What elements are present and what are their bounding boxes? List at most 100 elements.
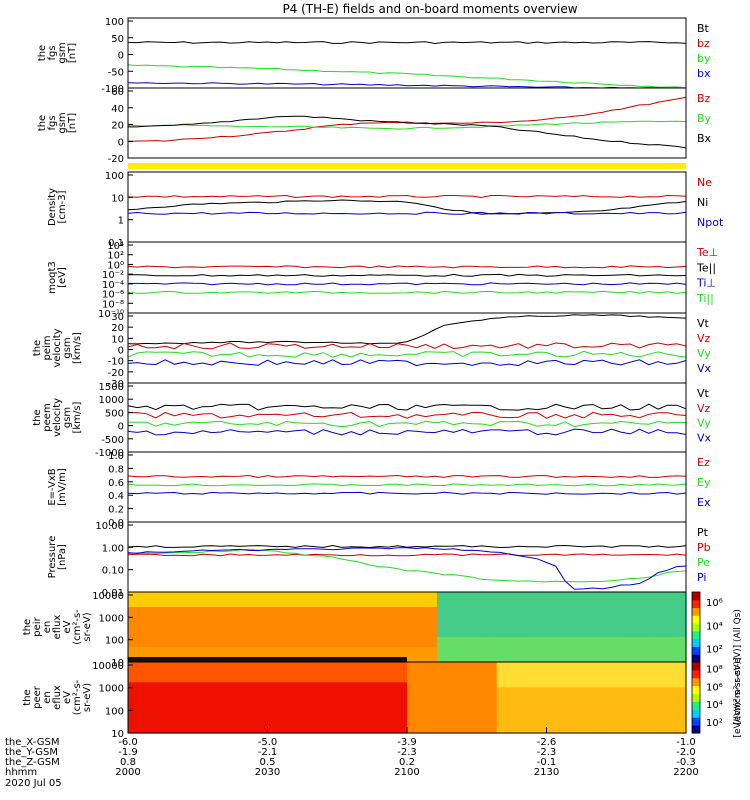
heatmap-cell [317,657,328,663]
heatmap-cell [277,662,289,668]
heatmap-cell [486,672,498,678]
heatmap-cell [287,597,298,603]
heatmap-cell [476,642,488,648]
heatmap-cell [267,712,279,719]
heatmap-cell [147,627,159,633]
heatmap-cell [138,677,149,683]
heatmap-cell [566,632,577,638]
heatmap-cell [357,707,368,714]
heatmap-cell [147,697,159,704]
heatmap-cell [476,667,488,673]
ytick-label: 10⁻² [102,270,124,281]
heatmap-cell [436,662,448,668]
series-line-pt [127,544,687,549]
heatmap-cell [426,727,438,734]
heatmap-cell [207,657,219,663]
heatmap-cell [197,697,209,704]
ytick-label: 100 [105,706,124,717]
colorbar-label: [eV/(cm²-s-sr-eV)] (All Qs) [733,609,743,725]
heatmap-cell [257,642,269,648]
heatmap-cell [267,687,279,694]
heatmap-cell [646,617,657,623]
heatmap-cell [616,702,627,709]
heatmap-cell [128,697,139,704]
heatmap-cell [456,702,468,709]
heatmap-cell [167,727,179,734]
heatmap-cell [157,692,169,699]
heatmap-cell [516,612,528,618]
heatmap-cell [128,722,139,729]
heatmap-cell [666,727,677,734]
heatmap-cell [297,607,308,613]
heatmap-cell [227,617,239,623]
heatmap-cell [486,727,498,734]
legend-bt: Bt [697,22,710,35]
heatmap-cell [177,702,189,709]
heatmap-cell [187,727,199,734]
heatmap-cell [387,722,398,729]
heatmap-cell [207,667,219,673]
heatmap-cell [247,692,259,699]
heatmap-cell [307,727,318,734]
heatmap-cell [446,617,458,623]
heatmap-cell [626,662,637,668]
heatmap-cell [167,687,179,694]
heatmap-cell [516,662,528,668]
heatmap-cell [566,612,577,618]
heatmap-cell [407,627,418,633]
heatmap-cell [367,647,378,653]
heatmap-cell [207,677,219,683]
heatmap-cell [476,612,488,618]
heatmap-cell [666,622,677,628]
series-line-bx [128,115,687,149]
heatmap-cell [616,652,627,658]
heatmap-cell [287,697,298,704]
heatmap-cell [267,722,279,729]
series-line-by [127,64,687,89]
heatmap-cell [247,602,259,608]
heatmap-cell [147,612,159,618]
heatmap-cell [267,617,279,623]
heatmap-cell [596,727,607,734]
heatmap-cell [486,657,498,663]
ytick-label: 30 [111,312,124,323]
heatmap-cell [606,637,617,643]
heatmap-cell [666,722,677,729]
heatmap-cell [506,727,518,734]
heatmap-cell [446,592,458,598]
heatmap-cell [267,632,279,638]
heatmap-cell [456,722,468,729]
heatmap-cell [626,637,637,643]
heatmap-cell [347,687,358,694]
heatmap-cell [596,712,607,719]
heatmap-cell [616,727,627,734]
heatmap-cell [307,692,318,699]
heatmap-cell [666,702,677,709]
heatmap-cell [546,637,558,643]
heatmap-cell [576,632,587,638]
ylabel-line: moqt3 [47,261,58,294]
heatmap-cell [446,632,458,638]
heatmap-cell [197,622,209,628]
heatmap-cell [287,612,298,618]
heatmap-cell [576,682,587,688]
heatmap-cell [556,627,568,633]
heatmap-cell [596,647,607,653]
heatmap-cell [297,692,308,699]
heatmap-cell [407,657,418,663]
heatmap-cell [147,617,159,623]
heatmap-cell [596,702,607,709]
heatmap-cell [526,612,538,618]
ytick-label: -30 [108,379,124,390]
heatmap-cell [566,712,577,719]
heatmap-cell [307,617,318,623]
heatmap-cell [576,637,587,643]
ylabel-line: Pressure [47,536,58,579]
heatmap-cell [297,622,308,628]
heatmap-cell [636,697,647,704]
heatmap-cell [496,697,508,704]
heatmap-cell [217,687,229,694]
heatmap-cell [267,592,279,598]
heatmap-cell [606,622,617,628]
heatmap-cell [227,657,239,663]
